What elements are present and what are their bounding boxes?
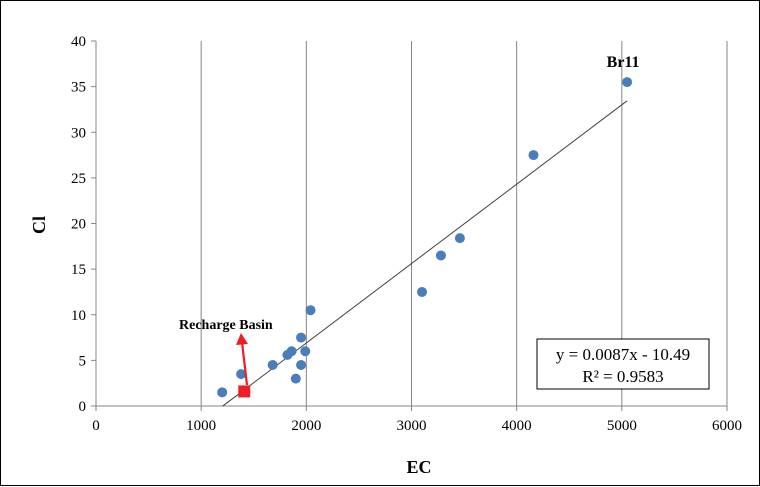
y-tick-label: 15 — [71, 262, 86, 278]
data-point — [528, 150, 539, 161]
recharge-basin-label: Recharge Basin — [179, 318, 273, 333]
y-tick-label: 25 — [71, 171, 86, 187]
x-tick-label: 0 — [92, 418, 100, 434]
y-tick-label: 30 — [71, 125, 86, 141]
recharge-basin-annotation: Recharge Basin — [179, 318, 273, 386]
x-tick-label: 4000 — [502, 418, 532, 434]
y-tick-labels: 0 5 10 15 20 25 30 35 40 — [71, 34, 96, 415]
equation-box: y = 0.0087x - 10.49 R² = 0.9583 — [536, 338, 710, 390]
gridlines — [200, 41, 728, 406]
data-point — [417, 286, 428, 297]
x-tick-label: 1000 — [186, 418, 216, 434]
data-point — [454, 233, 465, 244]
y-tick-label: 0 — [79, 399, 87, 415]
data-point — [300, 346, 311, 357]
data-point — [290, 373, 301, 384]
x-axis-title: EC — [406, 457, 431, 477]
y-axis-title: Cl — [29, 216, 49, 234]
data-point — [236, 369, 247, 380]
x-tick-labels: 0 1000 2000 3000 4000 5000 6000 — [92, 406, 742, 434]
x-tick-label: 2000 — [291, 418, 321, 434]
data-point — [267, 359, 278, 370]
r-squared: R² = 0.9583 — [582, 367, 663, 386]
y-tick-label: 5 — [79, 353, 87, 369]
data-point — [296, 332, 307, 343]
recharge-arrow — [240, 341, 249, 386]
data-point — [296, 359, 307, 370]
y-tick-label: 20 — [71, 217, 86, 233]
equation-box-frame — [536, 338, 710, 390]
y-tick-label: 10 — [71, 308, 86, 324]
y-tick-label: 40 — [71, 34, 86, 50]
recharge-arrowhead — [236, 333, 248, 345]
y-tick-label: 35 — [71, 80, 86, 96]
x-tick-label: 6000 — [712, 418, 742, 434]
data-points — [217, 77, 633, 398]
data-point — [305, 305, 316, 316]
data-point — [622, 77, 633, 88]
br11-annotation: Br11 — [607, 54, 640, 71]
regression-equation: y = 0.0087x - 10.49 — [556, 345, 690, 364]
recharge-basin-point — [238, 385, 251, 398]
x-tick-label: 5000 — [607, 418, 637, 434]
data-point — [217, 387, 228, 398]
data-point — [435, 250, 446, 261]
x-tick-label: 3000 — [397, 418, 427, 434]
data-point — [286, 346, 297, 357]
